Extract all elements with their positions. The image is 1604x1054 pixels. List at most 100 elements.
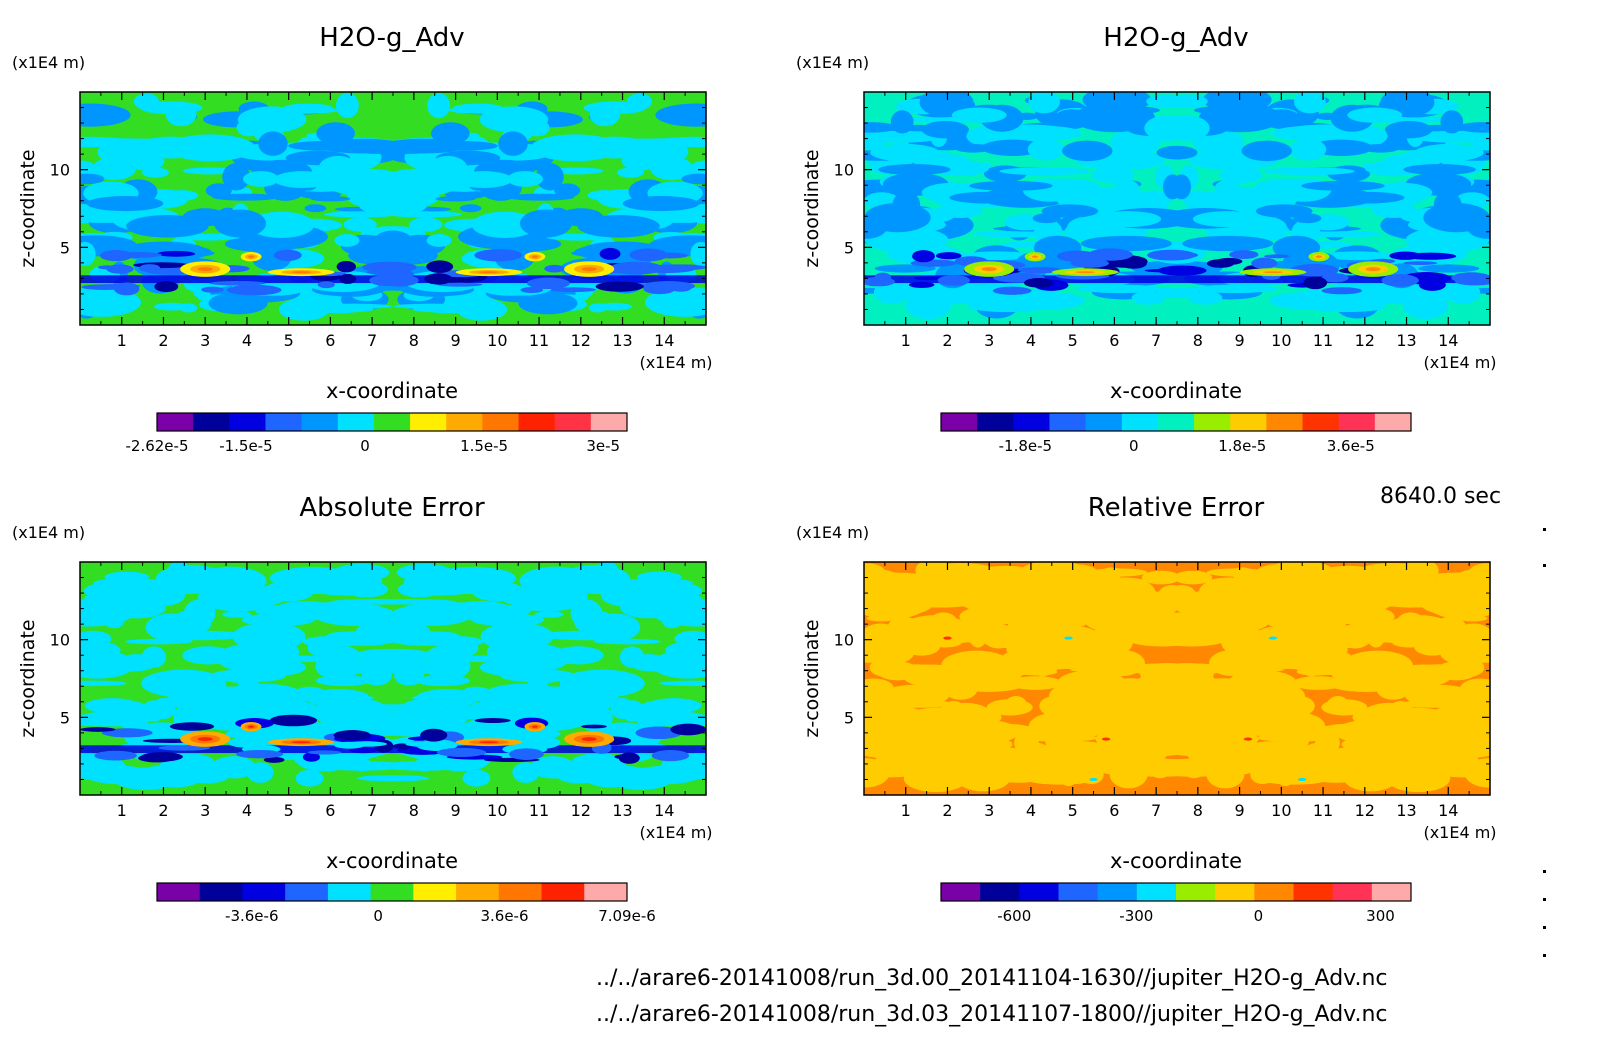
colorbar-tick-label: 3e-5 — [586, 437, 620, 455]
margin-dot — [1543, 564, 1546, 567]
x-axis-label: x-coordinate — [326, 379, 458, 403]
heatmap-cell — [1263, 167, 1355, 176]
heatmap-field — [80, 92, 706, 325]
heatmap-cell — [1320, 251, 1394, 261]
y-unit-label: (x1E4 m) — [12, 523, 85, 542]
heatmap-cell — [1190, 619, 1213, 628]
heatmap-cell — [258, 131, 288, 156]
heatmap-cell — [113, 251, 162, 258]
heatmap-cell — [80, 641, 121, 660]
colorbar-swatch — [301, 413, 339, 431]
x-tick-label: 12 — [1355, 801, 1375, 820]
heatmap-cell — [621, 700, 645, 722]
heatmap-cell — [569, 672, 602, 691]
colorbar-frame — [156, 882, 628, 902]
heatmap-cell — [1182, 190, 1215, 208]
heatmap-cell — [929, 612, 958, 633]
x-tick-label: 9 — [451, 331, 461, 350]
x-tick-label: 2 — [158, 331, 168, 350]
heatmap-cell — [1418, 749, 1454, 772]
colorbar-tick-label: 1.5e-5 — [460, 437, 508, 455]
x-tick-label: 9 — [1235, 801, 1245, 820]
heatmap-cell — [349, 746, 378, 754]
heatmap-cell — [921, 121, 969, 139]
heatmap-cell — [1041, 204, 1099, 218]
x-tick-label: 10 — [1271, 801, 1291, 820]
heatmap-cell — [981, 267, 997, 272]
heatmap-cell — [1131, 291, 1166, 305]
heatmap-cell — [968, 775, 987, 782]
x-tick-label: 13 — [1396, 801, 1416, 820]
colorbar-swatch — [1230, 413, 1267, 431]
heatmap-cell — [80, 173, 105, 185]
heatmap-cell — [1029, 719, 1067, 727]
heatmap-cell — [864, 277, 895, 287]
heatmap-cell — [908, 281, 935, 288]
heatmap-cell — [1184, 728, 1259, 750]
heatmap-cell — [1272, 235, 1321, 260]
x-tick-label: 13 — [612, 801, 632, 820]
margin-dot — [1543, 528, 1546, 531]
x-tick-label: 6 — [1109, 801, 1119, 820]
x-tick-label: 10 — [1271, 331, 1291, 350]
heatmap-cell — [1328, 191, 1405, 204]
heatmap-cell — [1207, 101, 1235, 118]
colorbar-swatch — [413, 883, 457, 901]
heatmap-cell — [1243, 737, 1253, 741]
x-tick-label: 13 — [612, 331, 632, 350]
heatmap-cell — [211, 193, 280, 201]
heatmap-cell — [1151, 671, 1221, 701]
heatmap-cell — [1389, 251, 1422, 260]
colorbar-frame — [940, 412, 1412, 432]
heatmap-cell — [1241, 140, 1292, 162]
heatmap-cell — [1405, 227, 1489, 253]
heatmap-cell — [1230, 641, 1267, 661]
heatmap-cell — [377, 168, 458, 198]
heatmap-cell — [531, 725, 539, 728]
heatmap-cell — [914, 276, 942, 281]
heatmap-cell — [1256, 733, 1332, 742]
heatmap-cell — [1396, 612, 1425, 633]
heatmap-cell — [1298, 777, 1307, 782]
chart-title: Relative Error — [1088, 493, 1265, 523]
heatmap-cell — [235, 645, 256, 660]
heatmap-cell — [614, 754, 634, 760]
heatmap-cell — [302, 635, 359, 648]
heatmap-cell — [1361, 143, 1400, 153]
heatmap-cell — [549, 167, 604, 175]
heatmap-cell — [508, 748, 544, 761]
heatmap-cell — [1457, 122, 1490, 133]
colorbar-frame — [156, 412, 628, 432]
heatmap-cell — [1303, 276, 1328, 290]
heatmap-cell — [1262, 271, 1284, 274]
colorbar-swatch — [1058, 883, 1099, 901]
heatmap-cell — [228, 737, 260, 748]
heatmap-cell — [393, 303, 471, 309]
heatmap-cell — [1028, 92, 1060, 114]
x-tick-label: 14 — [654, 801, 674, 820]
heatmap-cell — [1424, 586, 1490, 615]
heatmap-cell — [1045, 749, 1094, 766]
heatmap-cell — [1301, 180, 1385, 191]
x-unit-label: (x1E4 m) — [1423, 823, 1496, 842]
heatmap-cell — [478, 271, 500, 274]
colorbar-frame — [940, 882, 1412, 902]
heatmap-cell — [380, 143, 435, 154]
colorbar-swatch — [1266, 413, 1304, 431]
heatmap-cell — [943, 636, 952, 640]
heatmap-cell — [251, 243, 292, 271]
heatmap-cell — [1155, 626, 1203, 633]
x-tick-label: 3 — [200, 801, 210, 820]
heatmap-cell — [531, 255, 539, 258]
heatmap-cell — [1260, 749, 1309, 766]
heatmap-cell — [1435, 661, 1478, 681]
heatmap-cell — [1070, 258, 1109, 268]
x-tick-label: 10 — [487, 331, 507, 350]
heatmap-cell — [278, 298, 330, 321]
heatmap-cell — [539, 630, 631, 641]
x-tick-label: 14 — [654, 331, 674, 350]
heatmap-cell — [610, 722, 636, 732]
heatmap-cell — [937, 275, 971, 286]
heatmap-cell — [550, 287, 597, 293]
heatmap-cell — [269, 714, 318, 727]
